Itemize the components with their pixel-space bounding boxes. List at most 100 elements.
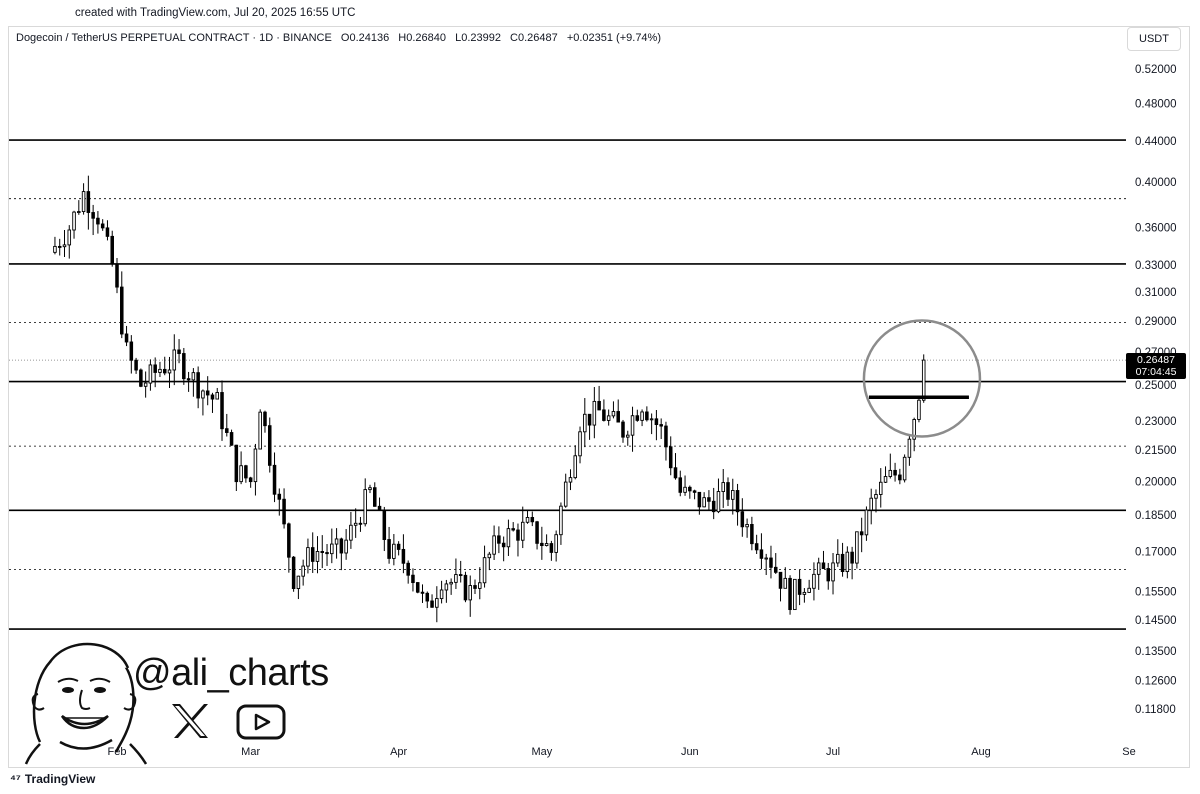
candle-body — [664, 425, 668, 448]
tradingview-footer[interactable]: ⁴⁷ TradingView — [10, 772, 95, 786]
candle-body — [883, 476, 888, 483]
candle-body — [850, 551, 854, 564]
y-tick-label: 0.25000 — [1135, 380, 1177, 392]
candle-body — [864, 509, 869, 536]
y-tick-label: 0.23000 — [1135, 416, 1177, 428]
candle-body — [640, 411, 644, 421]
candle-body — [716, 491, 721, 513]
time-axis: Feb Mar Apr May Jun Jul Aug Se — [108, 746, 1136, 758]
candle-body — [57, 245, 62, 248]
candle-body — [363, 489, 367, 525]
candle-body — [855, 531, 859, 564]
candle-body — [721, 482, 725, 493]
legend-open: O0.24136 — [340, 32, 390, 44]
candle-body — [291, 556, 296, 589]
candle-body — [482, 557, 487, 584]
candle-body — [387, 539, 391, 559]
candle-body — [349, 524, 353, 541]
horizontal-levels — [9, 139, 1126, 630]
candle-body — [635, 415, 640, 421]
candle-body — [602, 409, 606, 421]
legend-high: H0.26840 — [398, 32, 447, 44]
candle-body — [234, 444, 239, 483]
y-tick-label: 0.40000 — [1135, 177, 1177, 189]
candle-body — [559, 505, 563, 536]
candle-body — [898, 474, 902, 481]
candle-body — [711, 500, 716, 513]
candle-body — [401, 548, 406, 564]
y-tick-label: 0.11800 — [1135, 704, 1176, 716]
candle-body — [625, 434, 630, 438]
candle-body — [377, 505, 382, 511]
candle-body — [840, 553, 845, 573]
candle-body — [148, 364, 153, 384]
candle-body — [425, 592, 430, 602]
candle-body — [296, 575, 301, 589]
candle-body — [439, 589, 444, 600]
candle-body — [597, 400, 601, 411]
candle-body — [124, 333, 129, 343]
candle-body — [540, 542, 544, 547]
candle-body — [449, 581, 453, 585]
last-price-tag: 0.26487 07:04:45 — [1126, 353, 1186, 379]
candle-body — [239, 465, 243, 483]
candle-body — [573, 455, 578, 479]
highlight-circle — [862, 319, 982, 438]
candle-body — [530, 517, 535, 523]
candle-body — [750, 524, 754, 545]
candle-body — [77, 211, 81, 214]
candle-body — [578, 431, 582, 457]
candle-body — [167, 369, 172, 374]
candle-body — [325, 552, 329, 555]
candle-body — [859, 531, 864, 536]
candle-body — [72, 211, 76, 231]
candle-body — [320, 551, 325, 553]
candle-body — [458, 574, 463, 577]
candle-body — [516, 529, 520, 541]
candle-body — [831, 562, 835, 582]
y-tick-label: 0.14500 — [1135, 615, 1177, 627]
candle-body — [301, 565, 305, 577]
candle-body — [783, 577, 788, 589]
candle-body — [105, 227, 110, 237]
candle-body — [196, 372, 200, 399]
candle-body — [921, 359, 926, 401]
candle-body — [158, 368, 162, 373]
x-tick-label: Apr — [390, 746, 407, 758]
candle-body — [162, 368, 167, 374]
y-tick-label: 0.15500 — [1135, 586, 1177, 598]
candle-body — [444, 583, 449, 591]
candle-body — [153, 364, 157, 373]
x-tick-label: Jun — [681, 746, 699, 758]
last-price-value: 0.26487 — [1137, 354, 1175, 366]
candle-body — [272, 464, 277, 495]
candle-body — [869, 497, 873, 511]
candle-body — [115, 263, 119, 288]
candle-body — [468, 585, 473, 601]
candle-body — [535, 521, 539, 544]
y-tick-label: 0.48000 — [1135, 99, 1177, 111]
candle-body — [248, 477, 253, 483]
chart-legend: Dogecoin / TetherUS PERPETUAL CONTRACT ·… — [16, 32, 667, 44]
candle-body — [267, 425, 272, 466]
candle-body — [215, 392, 220, 400]
candle-body — [649, 418, 654, 421]
candle-body — [912, 419, 916, 440]
candle-body — [520, 521, 525, 541]
candle-body — [654, 418, 659, 426]
candle-body — [902, 456, 907, 481]
currency-unit-button[interactable]: USDT — [1127, 27, 1181, 51]
candle-body — [778, 571, 783, 589]
candle-body — [487, 553, 492, 559]
candle-body — [769, 557, 773, 568]
candle-body — [583, 413, 587, 433]
candle-body — [630, 415, 635, 436]
candle-body — [392, 543, 396, 559]
legend-low: L0.23992 — [455, 32, 501, 44]
candle-body — [420, 591, 425, 594]
candle-body — [702, 497, 706, 508]
candle-body — [812, 573, 816, 589]
candle-body — [143, 382, 148, 387]
x-tick-label: Se — [1122, 746, 1135, 758]
